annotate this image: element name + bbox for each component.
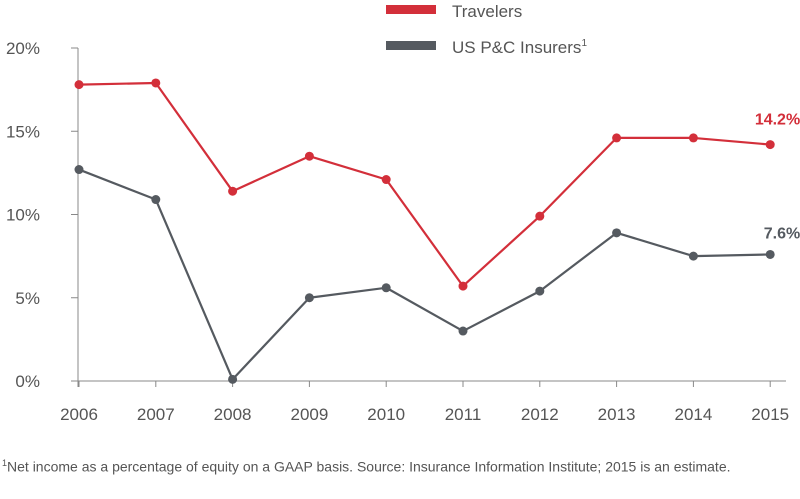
footnote: 1Net income as a percentage of equity on… — [2, 458, 731, 475]
x-tick-label: 2007 — [137, 405, 175, 424]
data-labels: 14.2% 7.6% — [755, 112, 800, 243]
data-point-us-p-c-insurers — [612, 228, 622, 238]
data-point-travelers — [304, 151, 314, 161]
data-point-us-p-c-insurers — [228, 374, 238, 384]
x-tick-label: 2008 — [214, 405, 252, 424]
legend: Travelers US P&C Insurers1 — [386, 2, 587, 57]
data-point-travelers — [688, 133, 698, 143]
data-label-travelers: 14.2% — [755, 112, 800, 129]
x-tick-label: 2014 — [674, 405, 712, 424]
data-point-us-p-c-insurers — [151, 195, 161, 205]
data-point-travelers — [151, 78, 161, 88]
data-point-travelers — [458, 281, 468, 291]
y-tick-label: 15% — [6, 122, 40, 141]
data-point-us-p-c-insurers — [765, 249, 775, 259]
data-point-travelers — [612, 133, 622, 143]
footnote-marker: 1 — [2, 458, 8, 468]
legend-label-us-pc-insurers: US P&C Insurers1 — [452, 38, 587, 57]
x-tick-label: 2010 — [367, 405, 405, 424]
series-line-travelers — [78, 81, 771, 288]
footnote-text: Net income as a percentage of equity on … — [7, 458, 731, 475]
data-point-us-p-c-insurers — [535, 286, 545, 296]
y-tick-label: 20% — [6, 39, 40, 58]
data-point-us-p-c-insurers — [304, 293, 314, 303]
data-label-us-p-c-insurers: 7.6% — [764, 225, 800, 242]
axes: 0% 5% 10% 15% 20% 2006 2007 2008 2009 2010 2011 201… — [6, 39, 789, 424]
data-point-travelers — [74, 80, 84, 90]
y-tick-label: 5% — [15, 289, 40, 308]
data-point-us-p-c-insurers — [458, 326, 468, 336]
data-point-travelers — [381, 175, 391, 185]
y-tick-label: 0% — [15, 372, 40, 391]
y-tick-label: 10% — [6, 206, 40, 225]
legend-swatch-us-pc-insurers — [386, 41, 436, 50]
x-tick-label: 2015 — [751, 405, 789, 424]
legend-label-travelers: Travelers — [452, 2, 522, 21]
data-point-travelers — [228, 186, 238, 196]
data-point-us-p-c-insurers — [381, 283, 391, 293]
data-point-travelers — [765, 140, 775, 150]
data-point-travelers — [535, 211, 545, 221]
data-point-us-p-c-insurers — [688, 251, 698, 261]
legend-swatch-travelers — [386, 5, 436, 14]
x-tick-label: 2011 — [445, 405, 482, 424]
series-line-us-p-c-insurers — [78, 168, 771, 381]
data-point-us-p-c-insurers — [74, 165, 84, 175]
series-layer — [74, 78, 775, 384]
x-tick-label: 2013 — [598, 405, 636, 424]
x-tick-label: 2012 — [521, 405, 559, 424]
x-tick-label: 2006 — [60, 405, 98, 424]
x-tick-label: 2009 — [290, 405, 328, 424]
